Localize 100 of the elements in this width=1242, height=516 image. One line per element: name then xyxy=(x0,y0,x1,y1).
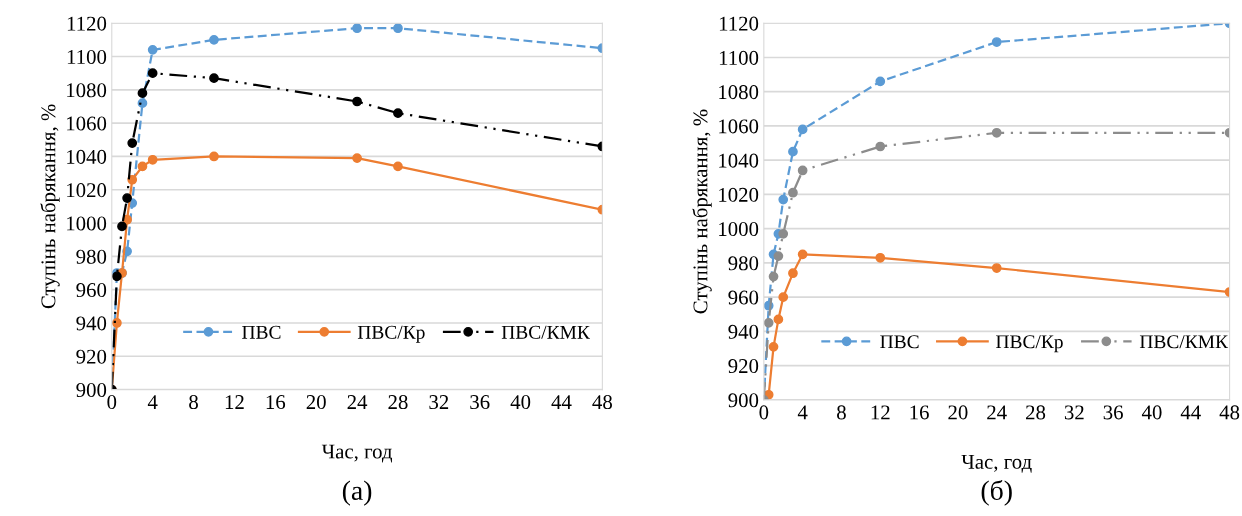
legend-label: ПВС/КМК xyxy=(1139,335,1229,349)
point xyxy=(393,108,403,119)
point xyxy=(991,263,1002,273)
y-tick-label: 980 xyxy=(728,256,759,271)
point xyxy=(209,73,219,84)
point xyxy=(137,98,148,109)
point xyxy=(788,187,798,198)
y-tick-label: 1080 xyxy=(719,85,759,100)
point xyxy=(393,23,403,34)
x-tick-label: 24 xyxy=(347,395,368,409)
legend-label: ПВС/Кр xyxy=(996,335,1063,353)
point xyxy=(763,317,774,328)
y-tick-label: 1040 xyxy=(719,153,759,168)
x-tick-label: 44 xyxy=(551,395,572,409)
y-tick-label: 1060 xyxy=(67,116,107,131)
x-tick-label: 8 xyxy=(189,395,198,410)
x-tick-label: 40 xyxy=(1141,405,1162,420)
legend-label: ПВС/КМК xyxy=(501,325,590,339)
x-tick-label: 0 xyxy=(107,395,117,410)
y-tick-label: 960 xyxy=(76,283,107,298)
legend-label: ПВС/Кр xyxy=(357,325,425,343)
y-tick-label: 1080 xyxy=(67,83,107,98)
legend-label: ПВС xyxy=(880,335,919,349)
x-tick-label: 12 xyxy=(871,405,890,420)
x-tick-label: 24 xyxy=(987,405,1007,420)
y-tick-label: 1120 xyxy=(719,16,759,31)
point xyxy=(147,154,158,165)
x-tick-label: 36 xyxy=(470,395,490,410)
x-tick-label: 20 xyxy=(306,395,326,410)
point xyxy=(352,96,362,107)
y-tick-label: 1040 xyxy=(67,149,107,164)
x-tick-label: 44 xyxy=(1180,405,1201,420)
point xyxy=(127,174,138,185)
point xyxy=(875,252,886,263)
y-tick-label: 1100 xyxy=(67,49,107,64)
y-tick-label: 1020 xyxy=(67,183,107,198)
point xyxy=(209,35,219,45)
y-tick-label: 920 xyxy=(76,349,107,364)
point xyxy=(147,68,158,79)
point xyxy=(797,165,808,176)
point xyxy=(352,153,362,163)
point xyxy=(112,271,122,282)
point xyxy=(122,193,132,203)
point xyxy=(352,23,362,34)
point xyxy=(778,194,789,205)
point xyxy=(773,251,784,261)
point xyxy=(127,138,138,148)
y-tick-label: 1120 xyxy=(67,16,107,31)
y-axis-title: Ступінь набрякання, % xyxy=(40,104,60,309)
point xyxy=(875,76,886,87)
point xyxy=(797,124,808,135)
text: (б) xyxy=(981,479,1012,506)
text: (а) xyxy=(342,480,372,506)
y-tick-label: 960 xyxy=(728,290,759,305)
x-axis-title: Час, год xyxy=(961,455,1032,473)
point xyxy=(768,271,779,282)
y-tick-label: 1100 xyxy=(719,50,759,65)
y-tick-label: 1000 xyxy=(67,216,107,231)
x-tick-label: 32 xyxy=(429,395,449,410)
point xyxy=(137,88,148,99)
point xyxy=(797,249,808,260)
point xyxy=(778,228,789,239)
x-tick-label: 4 xyxy=(797,405,808,420)
point xyxy=(147,45,158,55)
x-tick-label: 40 xyxy=(510,395,531,410)
x-tick-label: 16 xyxy=(266,395,286,410)
x-tick-label: 32 xyxy=(1064,405,1084,420)
point xyxy=(991,37,1002,47)
x-axis-title: Час, год xyxy=(321,444,393,463)
point xyxy=(768,341,779,352)
y-tick-label: 940 xyxy=(728,324,759,339)
x-tick-label: 28 xyxy=(388,395,408,410)
x-tick-label: 36 xyxy=(1103,405,1123,420)
x-tick-label: 12 xyxy=(225,395,244,409)
x-tick-label: 4 xyxy=(147,395,158,409)
point xyxy=(209,151,219,162)
y-tick-label: 920 xyxy=(728,359,759,374)
y-tick-label: 1060 xyxy=(719,119,759,134)
point xyxy=(117,221,127,232)
x-tick-label: 0 xyxy=(759,405,769,420)
x-tick-label: 8 xyxy=(837,405,846,420)
point xyxy=(788,146,798,157)
point xyxy=(137,161,148,172)
y-tick-label: 980 xyxy=(76,249,107,264)
point xyxy=(991,127,1002,138)
y-tick-label: 940 xyxy=(76,316,107,331)
x-tick-label: 16 xyxy=(910,405,929,420)
y-tick-label: 900 xyxy=(76,382,107,398)
point xyxy=(778,292,789,303)
point xyxy=(393,161,403,172)
x-tick-label: 20 xyxy=(948,405,968,420)
y-tick-label: 900 xyxy=(728,393,759,408)
y-tick-label: 1020 xyxy=(719,187,759,202)
y-axis-title: Ступінь набрякання, % xyxy=(692,109,712,314)
x-tick-label: 48 xyxy=(1219,405,1240,420)
point xyxy=(788,268,798,279)
point xyxy=(875,141,886,152)
x-tick-label: 48 xyxy=(592,395,612,410)
y-tick-label: 1000 xyxy=(719,222,759,237)
x-tick-label: 28 xyxy=(1026,405,1046,420)
